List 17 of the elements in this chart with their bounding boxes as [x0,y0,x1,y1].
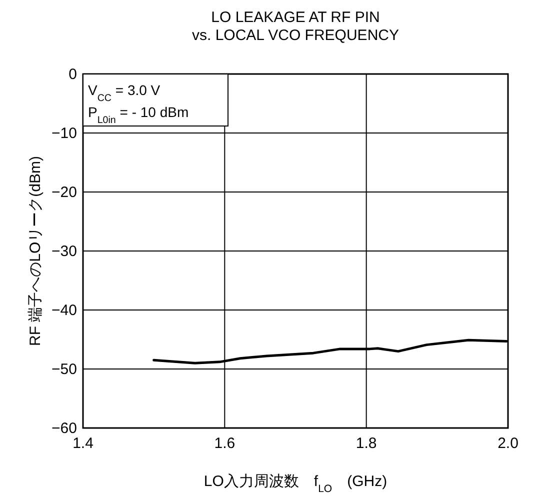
annotation: P$_{L0in}$ = - 10 dBm [88,104,189,126]
y-tick-label: −10 [52,125,77,142]
x-tick-label: 1.8 [356,435,377,452]
y-tick-label: −30 [52,243,77,260]
x-tick-label: 2.0 [498,435,518,452]
y-tick-label: −50 [52,361,77,378]
x-tick-label: 1.4 [72,435,94,452]
text: LO入力周波数 f$_{LO}$ (GHz) [204,473,388,495]
y-tick-label: 0 [68,66,77,83]
chart-title: LO LEAKAGE AT RF PIN [211,9,380,26]
y-tick-label: −20 [52,184,77,201]
y-tick-label: −40 [52,302,77,319]
chart-subtitle: vs. LOCAL VCO FREQUENCY [192,27,399,44]
x-tick-label: 1.6 [214,435,236,452]
y-tick-label: −60 [52,420,77,437]
annotation: V$_{CC}$ = 3.0 V [88,82,161,104]
y-axis-title: RF 端子へのLOリーク(dBm) [27,156,44,346]
